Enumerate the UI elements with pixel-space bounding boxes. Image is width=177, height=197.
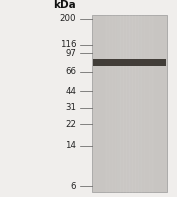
Text: 31: 31	[65, 103, 76, 112]
Text: 6: 6	[71, 182, 76, 191]
Text: 97: 97	[65, 49, 76, 58]
Text: kDa: kDa	[54, 0, 76, 10]
Text: 116: 116	[60, 40, 76, 49]
Text: 14: 14	[65, 141, 76, 150]
Text: 22: 22	[65, 120, 76, 129]
Text: 66: 66	[65, 67, 76, 76]
Text: 200: 200	[60, 14, 76, 23]
Bar	[92, 15, 167, 192]
Bar	[93, 59, 166, 66]
Text: 44: 44	[65, 86, 76, 96]
